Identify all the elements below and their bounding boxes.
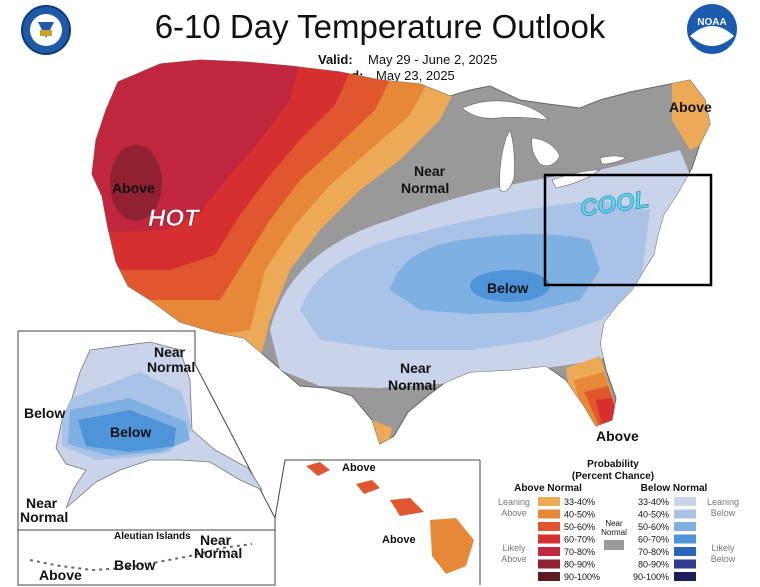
- hawaii-maui: [390, 498, 424, 516]
- legend-above-label-3: 60-70%: [564, 535, 595, 545]
- above-80-90-core: [110, 145, 162, 221]
- hawaii-label-above-2: Above: [382, 534, 416, 546]
- legend-leaning-above-1: Leaning: [498, 497, 530, 507]
- label-near-normal-north-1: Near: [414, 163, 446, 179]
- hawaii-inset: Above Above: [274, 459, 481, 585]
- aleutian-inset-box: [17, 529, 276, 586]
- label-near-normal-south-2: Normal: [388, 377, 436, 393]
- noaa-logo: NOAA: [687, 4, 737, 54]
- legend-below-label-3: 60-70%: [638, 535, 669, 545]
- label-above-west: Above: [112, 180, 155, 196]
- legend-above-swatch-6: [538, 572, 560, 581]
- legend-above-swatch-0: [538, 497, 560, 506]
- aleutian-title: Aleutian Islands: [114, 531, 191, 542]
- legend-above-swatch-1: [538, 509, 560, 519]
- legend-below-swatch-2: [674, 522, 696, 531]
- label-above-northeast: Above: [669, 99, 712, 115]
- alaska-below-60-70: [78, 410, 176, 452]
- legend-below-label-4: 70-80%: [638, 547, 669, 557]
- legend-above-swatch-3: [538, 534, 560, 544]
- ak-label-near-2: Normal: [147, 359, 195, 375]
- legend-above-swatch-4: [538, 547, 560, 556]
- legend-below-label-0: 33-40%: [638, 497, 669, 507]
- ak-label-below-west: Below: [24, 405, 65, 421]
- ak-label-below-center: Below: [110, 424, 151, 440]
- legend-below-swatch-1: [674, 509, 696, 519]
- svg-text:NOAA: NOAA: [697, 17, 726, 28]
- doc-seal: [21, 5, 71, 55]
- legend-below-label-6: 90-100%: [633, 572, 669, 582]
- legend-likely-below-1: Likely: [711, 543, 735, 553]
- legend-leaning-below-2: Below: [711, 508, 736, 518]
- legend-above-label-6: 90-100%: [564, 572, 600, 582]
- legend-above-rows: 33-40% 40-50% 50-60% 60-70% 70-80% 80-90% 90-1…: [538, 497, 600, 582]
- legend-below-swatch-6: [674, 572, 696, 581]
- legend-above-header: Above Normal: [514, 483, 582, 494]
- hawaii-oahu: [356, 480, 380, 494]
- legend-below-label-2: 50-60%: [638, 522, 669, 532]
- page-title: 6-10 Day Temperature Outlook: [155, 8, 606, 45]
- legend: Probability (Percent Chance) Above Norma…: [498, 459, 739, 582]
- legend-above-label-4: 70-80%: [564, 547, 595, 557]
- aleutian-near-1: Near: [200, 532, 232, 548]
- hawaii-label-above-1: Above: [342, 462, 376, 474]
- cool-highlight-box: [543, 173, 713, 287]
- lake-ontario: [599, 155, 627, 165]
- ak-label-near-sw-2: Normal: [20, 509, 68, 525]
- legend-below-swatch-5: [674, 559, 696, 569]
- label-near-normal-south-1: Near: [400, 360, 432, 376]
- aleutian-above: Above: [39, 567, 82, 583]
- lake-huron: [531, 137, 561, 167]
- legend-below-swatch-0: [674, 497, 696, 506]
- label-above-florida: Above: [596, 428, 639, 444]
- label-below-central: Below: [487, 280, 528, 296]
- legend-below-header: Below Normal: [641, 483, 708, 494]
- legend-below-label-1: 40-50%: [638, 510, 669, 520]
- alaska-inset: Near Normal Below Below Near Normal Aleu…: [17, 330, 276, 586]
- aleutian-chain: [29, 543, 253, 572]
- legend-above-label-0: 33-40%: [564, 497, 595, 507]
- aleutian-below: Below: [114, 557, 155, 573]
- hawaii-kauai: [306, 462, 330, 476]
- legend-below-swatch-3: [674, 534, 696, 544]
- legend-likely-above-2: Above: [501, 554, 527, 564]
- valid-label: Valid:: [318, 52, 353, 67]
- legend-likely-below-2: Below: [711, 554, 736, 564]
- label-hot: HOT: [148, 205, 201, 232]
- northeast-above-patch: [672, 80, 710, 150]
- legend-above-label-5: 80-90%: [564, 560, 595, 570]
- issued-value: May 23, 2025: [376, 68, 455, 83]
- lake-michigan: [499, 129, 515, 192]
- legend-near-2: Normal: [601, 528, 627, 537]
- legend-above-label-2: 50-60%: [564, 522, 595, 532]
- legend-below-rows: 33-40% 40-50% 50-60% 60-70% 70-80% 80-90% 90-1…: [633, 497, 696, 582]
- legend-near-1: Near: [605, 519, 623, 528]
- legend-leaning-above-2: Above: [501, 508, 527, 518]
- legend-below-swatch-4: [674, 547, 696, 556]
- legend-likely-above-1: Likely: [502, 543, 526, 553]
- legend-leaning-below-1: Leaning: [707, 497, 739, 507]
- ak-label-near-sw-1: Near: [26, 495, 58, 511]
- legend-above-swatch-5: [538, 559, 560, 569]
- legend-title-2: (Percent Chance): [572, 471, 654, 482]
- lake-superior: [461, 100, 549, 121]
- legend-above-swatch-2: [538, 522, 560, 531]
- ak-label-near-1: Near: [154, 344, 186, 360]
- legend-title-1: Probability: [587, 459, 639, 470]
- legend-below-label-5: 80-90%: [638, 560, 669, 570]
- valid-value: May 29 - June 2, 2025: [368, 52, 497, 67]
- aleutian-near-2: Normal: [194, 545, 242, 561]
- label-near-normal-north-2: Normal: [401, 180, 449, 196]
- below-60-70-core: [470, 270, 550, 302]
- legend-above-label-1: 40-50%: [564, 510, 595, 520]
- legend-near-swatch: [604, 540, 624, 550]
- hawaii-big-island: [430, 518, 474, 574]
- conus-map: Above HOT Near Normal Above COOL Below N…: [91, 59, 713, 445]
